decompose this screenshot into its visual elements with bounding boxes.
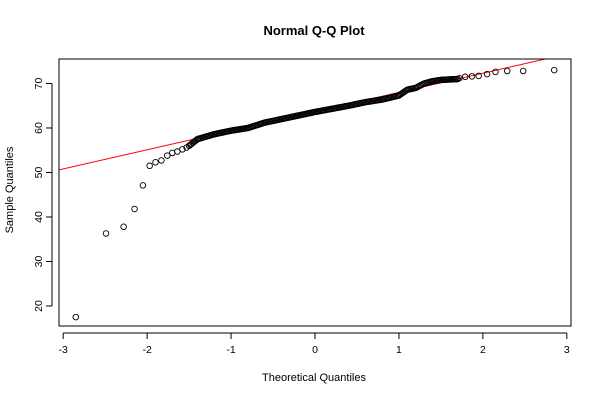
x-tick-label: 0 (312, 344, 318, 356)
points-group (72, 66, 558, 321)
x-tick-label: 2 (480, 344, 486, 356)
qq-point (550, 66, 558, 74)
x-tick-label: -1 (226, 344, 235, 356)
qq-point (139, 182, 147, 189)
axes-group: -3 -2 -1 0 1 2 3 20 30 40 50 60 70 (33, 77, 570, 356)
qq-point (454, 75, 461, 83)
qq-point (102, 230, 110, 237)
x-tick-label: -3 (59, 344, 68, 356)
x-tick-label: 1 (396, 344, 402, 356)
x-tick-label: 3 (564, 344, 570, 356)
qq-point (146, 162, 153, 170)
qq-point (503, 67, 511, 75)
qq-point (492, 68, 499, 76)
qq-point (179, 146, 186, 153)
qq-point (475, 72, 482, 80)
x-axis-label: Theoretical Quantiles (262, 372, 366, 384)
qq-point (164, 152, 171, 159)
qq-point (120, 223, 127, 231)
y-tick-label: 30 (33, 255, 45, 267)
x-tick-label: -2 (142, 344, 151, 356)
reference-line-group (59, 59, 548, 171)
chart-title: Normal Q-Q Plot (263, 23, 365, 38)
qq-point (158, 157, 165, 164)
qq-point (468, 73, 476, 80)
qq-reference-line (59, 59, 548, 171)
qq-point (152, 158, 159, 166)
qq-point (461, 73, 469, 81)
qq-point (131, 205, 138, 213)
qq-point (519, 67, 527, 75)
y-axis-label: Sample Quantiles (4, 146, 16, 233)
qq-point (483, 70, 491, 78)
y-tick-label: 20 (33, 300, 45, 312)
y-tick-label: 60 (33, 122, 45, 134)
y-tick-label: 50 (33, 166, 45, 178)
plot-box (58, 58, 572, 327)
y-tick-label: 70 (33, 77, 45, 89)
y-tick-label: 40 (33, 211, 45, 223)
qq-point (72, 313, 80, 321)
